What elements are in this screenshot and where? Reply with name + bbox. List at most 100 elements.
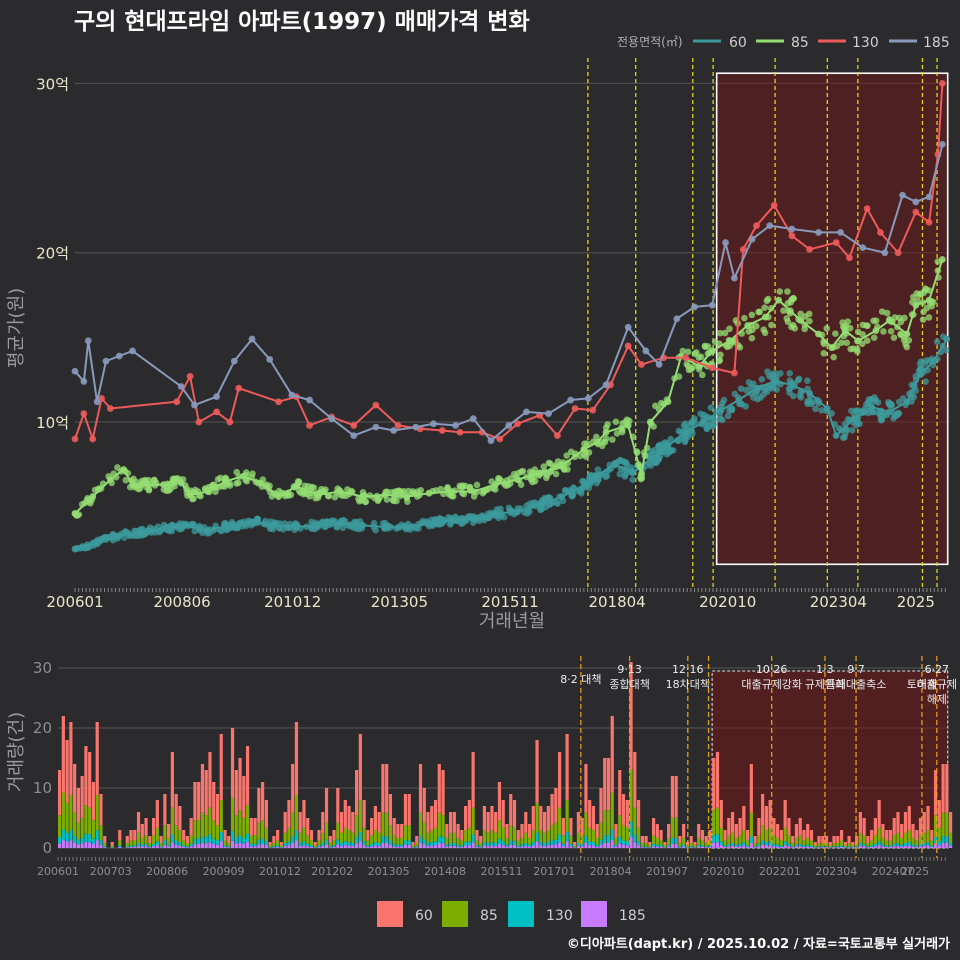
series-60-point xyxy=(262,517,269,525)
volume-bar-130 xyxy=(140,844,144,847)
volume-bar-185 xyxy=(253,846,257,848)
volume-bar-85 xyxy=(430,830,434,843)
volume-bar-185 xyxy=(644,847,648,848)
volume-bar-185 xyxy=(385,842,389,848)
volume-bar-85 xyxy=(261,820,265,839)
volume-bar-185 xyxy=(403,844,408,848)
volume-bar-60 xyxy=(136,812,141,833)
volume-bar-60 xyxy=(456,824,460,838)
series-85-point xyxy=(683,360,691,368)
volume-bar-85 xyxy=(486,832,490,843)
volume-bar-60 xyxy=(291,764,295,813)
volume-bar-60 xyxy=(603,758,607,811)
volume-bar-130 xyxy=(794,844,799,847)
volume-bar-185 xyxy=(306,846,310,848)
volume-bar-185 xyxy=(283,845,287,848)
volume-bar-85 xyxy=(776,837,780,845)
volume-bar-85 xyxy=(648,845,652,848)
volume-bar-185 xyxy=(520,846,524,848)
volume-bar-60 xyxy=(381,764,385,813)
series-85-point xyxy=(768,321,775,329)
volume-bar-85 xyxy=(287,827,291,842)
volume-bar-85 xyxy=(599,822,603,840)
volume-bar-60 xyxy=(178,806,182,831)
volume-bar-185 xyxy=(708,846,712,848)
volume-bar-130 xyxy=(497,838,502,845)
volume-bar-185 xyxy=(178,845,182,848)
volume-bar-185 xyxy=(832,847,836,848)
volume-bar-85 xyxy=(610,792,614,830)
volume-bar-130 xyxy=(170,834,174,843)
legend-top: 전용면적(㎡) 60 85 130 185 xyxy=(617,35,950,51)
series-85-point xyxy=(547,460,554,467)
volume-bar-60 xyxy=(708,830,712,841)
series-60-point xyxy=(682,420,689,427)
volume-bar-130 xyxy=(392,843,396,847)
volume-bar-60 xyxy=(336,788,340,823)
volume-bar-185 xyxy=(546,845,550,848)
series-85-point xyxy=(697,353,705,361)
series-60-point xyxy=(804,377,811,384)
volume-bar-130 xyxy=(133,845,137,847)
volume-bar-130 xyxy=(223,845,227,847)
volume-bar-85 xyxy=(475,840,479,846)
volume-bar-85 xyxy=(802,840,806,846)
volume-bar-60 xyxy=(103,836,107,843)
volume-bar-60 xyxy=(358,734,362,801)
series-85-point xyxy=(563,452,570,459)
volume-bar-60 xyxy=(133,830,137,841)
volume-bar-85 xyxy=(456,837,460,845)
volume-bar-130 xyxy=(550,840,554,845)
series-85-point xyxy=(304,490,311,498)
series-60-point xyxy=(758,376,766,383)
series-60-point xyxy=(871,397,879,405)
volume-bar-60 xyxy=(806,824,810,838)
volume-bar-130 xyxy=(791,846,795,848)
volume-bar-130 xyxy=(249,843,253,847)
volume-bar-60 xyxy=(512,800,517,828)
volume-bar-60 xyxy=(941,764,945,813)
volume-bar-130 xyxy=(839,845,844,847)
volume-bar-85 xyxy=(516,840,520,846)
volume-bar-130 xyxy=(603,835,607,843)
volume-bar-85 xyxy=(230,797,235,832)
volume-bar-85 xyxy=(242,817,246,838)
volume-bar-130 xyxy=(362,841,366,846)
series-60-point xyxy=(942,346,950,354)
series-60-point xyxy=(710,421,718,428)
series-85-point xyxy=(823,325,831,332)
volume-bar-60 xyxy=(903,812,908,833)
volume-x-tick-label: 201202 xyxy=(311,865,353,878)
volume-bar-185 xyxy=(821,847,825,848)
volume-bar-185 xyxy=(437,842,441,848)
volume-bar-60 xyxy=(933,770,938,816)
volume-bar-60 xyxy=(257,788,261,823)
series-60-point xyxy=(728,405,736,412)
volume-bar-85 xyxy=(693,845,697,848)
series-85-point xyxy=(331,493,339,501)
volume-bar-185 xyxy=(539,845,543,848)
volume-bar-185 xyxy=(355,843,359,848)
volume-bar-85 xyxy=(836,842,840,847)
volume-bar-185 xyxy=(569,846,573,848)
volume-bar-130 xyxy=(708,845,712,847)
volume-bar-130 xyxy=(933,837,938,844)
volume-bar-185 xyxy=(558,842,562,848)
volume-bar-85 xyxy=(580,835,584,844)
volume-bar-85 xyxy=(640,842,644,847)
volume-bar-60 xyxy=(847,836,851,843)
series-85-point xyxy=(581,440,588,448)
volume-bar-85 xyxy=(535,802,539,833)
volume-bar-85 xyxy=(358,800,362,833)
volume-bar-85 xyxy=(415,842,419,847)
series-85-point xyxy=(167,485,174,493)
volume-bar-185 xyxy=(144,846,148,848)
series-85-point xyxy=(554,458,562,465)
volume-bar-185 xyxy=(415,847,419,848)
volume-bar-130 xyxy=(836,846,840,848)
volume-x-tick-label: 201012 xyxy=(259,865,301,878)
volume-bar-185 xyxy=(95,840,99,848)
volume-bar-185 xyxy=(802,846,806,848)
volume-bar-185 xyxy=(471,842,475,848)
volume-bar-85 xyxy=(561,835,565,844)
